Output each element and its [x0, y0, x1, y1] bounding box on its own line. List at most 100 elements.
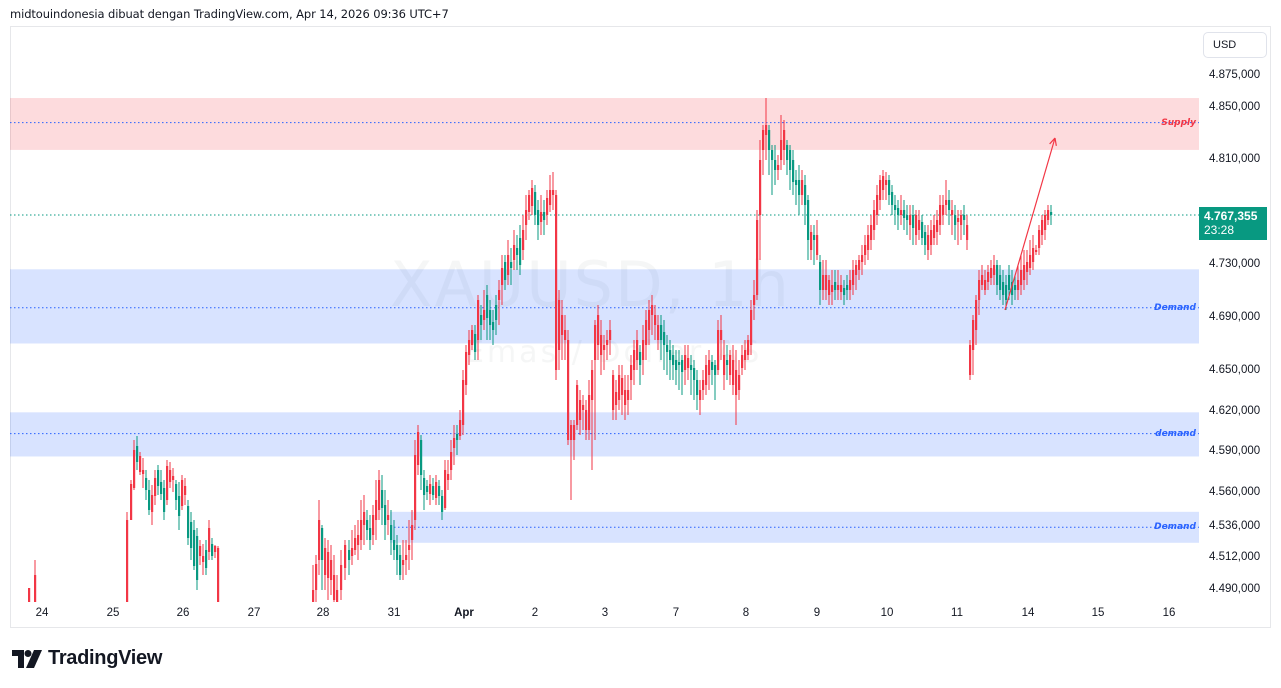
bearish-candle [975, 300, 978, 330]
price-tick-label: 4.875,000 [1209, 69, 1261, 81]
bearish-candle [642, 340, 645, 360]
bearish-candle [780, 140, 783, 160]
symbol-watermark: XAUUSD, 1h [390, 248, 791, 321]
bullish-candle [846, 285, 849, 290]
bearish-candle [876, 195, 879, 215]
bearish-candle [735, 370, 738, 395]
bearish-candle [930, 230, 933, 245]
bearish-candle [762, 130, 765, 150]
bearish-candle [555, 195, 558, 370]
candlestick-chart[interactable] [10, 26, 1199, 602]
demand-zone[interactable] [10, 412, 1199, 457]
bearish-candle [1038, 230, 1041, 248]
bullish-candle [1011, 282, 1014, 295]
bullish-candle [211, 544, 214, 556]
bearish-candle [837, 285, 840, 290]
bearish-candle [858, 260, 861, 270]
bar-countdown: 23:28 [1204, 223, 1235, 237]
bullish-candle [663, 332, 666, 345]
bearish-candle [576, 385, 579, 425]
bullish-candle [348, 550, 351, 560]
time-tick-label: 11 [951, 607, 963, 619]
bearish-candle [184, 486, 187, 495]
bearish-candle [864, 245, 867, 255]
price-tick-label: 4.730,000 [1209, 258, 1261, 270]
bearish-candle [378, 480, 381, 510]
bullish-candle [843, 288, 846, 295]
bearish-candle [1047, 210, 1050, 220]
bullish-candle [891, 192, 894, 205]
bearish-candle [783, 130, 786, 150]
price-axis[interactable]: 4.875,000 4.850,000 4.810,000 4.730,000 4.69… [1199, 26, 1271, 628]
bearish-candle [651, 305, 654, 315]
bullish-candle [906, 215, 909, 220]
bearish-candle [375, 500, 378, 520]
time-axis[interactable]: 24 25 26 27 28 31 Apr 2 3 7 8 9 10 11 14 15 16 [10, 602, 1199, 628]
last-price-tag: 4.767,355 23:28 [1199, 207, 1267, 240]
bullish-candle [768, 130, 771, 150]
bullish-candle [774, 160, 777, 170]
bearish-candle [324, 548, 327, 575]
bullish-candle [516, 248, 519, 255]
bearish-candle [759, 160, 762, 215]
bearish-candle [633, 350, 636, 370]
bullish-candle [420, 440, 423, 475]
bearish-candle [909, 215, 912, 225]
bearish-candle [717, 330, 720, 370]
bullish-candle [160, 482, 163, 494]
bearish-candle [1032, 248, 1035, 262]
bearish-candle [315, 564, 318, 590]
bearish-candle [585, 410, 588, 430]
currency-button[interactable]: USD [1203, 32, 1267, 58]
bearish-candle [570, 425, 573, 440]
price-tick-label: 4.620,000 [1209, 405, 1261, 417]
bullish-candle [390, 525, 393, 540]
supply-zone[interactable] [10, 98, 1199, 150]
bearish-candle [732, 360, 735, 385]
bearish-candle [507, 255, 510, 275]
bearish-candle [151, 495, 154, 512]
bearish-candle [333, 575, 336, 600]
bearish-candle [552, 190, 555, 195]
time-tick-label: 14 [1021, 607, 1035, 619]
bearish-candle [825, 275, 828, 290]
bearish-candle [648, 310, 651, 330]
bearish-candle [1035, 250, 1038, 252]
bearish-candle [546, 198, 549, 215]
bearish-candle [483, 310, 486, 320]
bearish-candle [139, 456, 142, 472]
bearish-candle [564, 330, 567, 340]
bearish-candle [750, 310, 753, 345]
bearish-candle [28, 588, 31, 602]
tradingview-logo[interactable]: TradingView [12, 647, 162, 670]
price-tick-label: 4.590,000 [1209, 445, 1261, 457]
bullish-candle [999, 275, 1002, 290]
bullish-candle [393, 540, 396, 550]
bearish-candle [477, 300, 480, 340]
bullish-candle [666, 345, 669, 352]
bullish-candle [813, 235, 816, 240]
bearish-candle [753, 295, 756, 305]
trend-arrow[interactable] [1004, 137, 1056, 311]
bullish-candle [510, 262, 513, 268]
bearish-candle [531, 188, 534, 206]
bearish-candle [645, 320, 648, 345]
bullish-candle [187, 506, 190, 538]
bearish-candle [468, 340, 471, 355]
price-tick-label: 4.650,000 [1209, 364, 1261, 376]
price-pane[interactable] [10, 26, 1199, 602]
bearish-candle [573, 425, 576, 440]
bearish-candle [816, 235, 819, 255]
bearish-candle [459, 420, 462, 436]
time-tick-label: 25 [106, 607, 120, 619]
bullish-candle [438, 486, 441, 496]
bearish-candle [561, 315, 564, 335]
bearish-candle [984, 280, 987, 290]
bullish-candle [157, 470, 160, 486]
bullish-candle [366, 520, 369, 530]
price-tick-label: 4.536,000 [1209, 520, 1261, 532]
bullish-candle [912, 215, 915, 228]
bearish-candle [528, 195, 531, 212]
bearish-candle [154, 478, 157, 496]
bearish-candle [684, 355, 687, 370]
